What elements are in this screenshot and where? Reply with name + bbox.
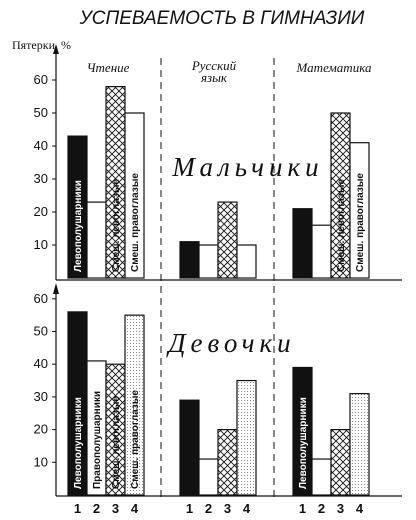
boys-tick-label-50: 50 — [34, 105, 48, 120]
category-label-g2-1: 1 — [186, 501, 193, 516]
group-header-3: Математика — [296, 60, 372, 75]
boys-bar-label-g1-s4: Смеш. правоглазые — [130, 173, 141, 272]
boys-bar-g2-s3 — [217, 201, 238, 279]
y-axis-arrow-girls — [53, 283, 59, 294]
boys-bar-label-g3-s3: Смеш. левоглазые — [336, 179, 347, 272]
boys-tick-label-10: 10 — [34, 237, 48, 252]
group-header-2: Русский язык — [191, 58, 237, 85]
girls-bar-g2-s4 — [236, 379, 257, 496]
boys-tick-label-20: 20 — [34, 204, 48, 219]
category-label-g1-1: 1 — [74, 501, 81, 516]
group-header-1: Чтение — [87, 60, 130, 75]
category-label-g3-1: 1 — [299, 501, 306, 516]
girls-bar-g2-s2 — [198, 458, 219, 496]
boys-panel-label: Мальчики — [171, 152, 323, 182]
girls-bar-g1-s4 — [124, 314, 145, 496]
y-axis-arrow-boys — [53, 44, 59, 54]
boys-bar-g2-s2 — [198, 244, 219, 279]
girls-bar-g3-s2 — [311, 458, 332, 496]
group-header-word: язык — [200, 70, 228, 85]
category-label-g2-2: 2 — [205, 501, 212, 516]
girls-bar-g2-s3 — [217, 429, 238, 496]
girls-tick-label-60: 60 — [34, 291, 48, 306]
girls-bar-g2-s1 — [179, 399, 200, 496]
boys-bar-g3-s4 — [349, 142, 370, 279]
boys-bar-g2-s4 — [236, 244, 257, 279]
category-label-g3-3: 3 — [337, 501, 344, 516]
category-label-g3-2: 2 — [318, 501, 325, 516]
girls-tick-label-10: 10 — [34, 454, 48, 469]
girls-bar-g3-s3 — [330, 429, 351, 496]
boys-bar-label-g1-s3: Смеш. левоглазые — [111, 179, 122, 272]
boys-tick-label-60: 60 — [34, 72, 48, 87]
girls-bar-label-g3-s1: Левополушарники — [298, 397, 309, 489]
girls-bar-label-g1-s3: Смеш. левоглазые — [111, 396, 122, 489]
boys-bar-g1-s4 — [124, 112, 145, 279]
category-label-g1-2: 2 — [93, 501, 100, 516]
group-header-word: Русский — [191, 58, 237, 73]
category-label-g3-4: 4 — [356, 501, 364, 516]
girls-bar-label-g1-s4: Смеш. правоглазые — [130, 390, 141, 489]
boys-bar-g3-s2 — [311, 224, 332, 279]
category-label-g1-4: 4 — [131, 501, 139, 516]
y-axis-label: Пятерки, % — [12, 38, 71, 52]
girls-bar-label-g1-s1: Левополушарники — [73, 397, 84, 489]
category-label-g2-3: 3 — [224, 501, 231, 516]
boys-bar-g3-s1 — [292, 208, 313, 279]
boys-bar-g2-s1 — [179, 241, 200, 279]
girls-bar-label-g1-s2: Правополушарники — [92, 391, 103, 489]
boys-bar-label-g1-s1: Левополушарники — [73, 180, 84, 272]
girls-tick-label-50: 50 — [34, 324, 48, 339]
boys-bar-label-g3-s4: Смеш. правоглазые — [355, 173, 366, 272]
category-label-g2-4: 4 — [243, 501, 251, 516]
boys-tick-label-30: 30 — [34, 171, 48, 186]
girls-tick-label-30: 30 — [34, 389, 48, 404]
girls-tick-label-20: 20 — [34, 422, 48, 437]
boys-bar-g1-s2 — [86, 201, 107, 279]
category-label-g1-3: 3 — [112, 501, 119, 516]
girls-bar-g3-s4 — [349, 393, 370, 496]
girls-tick-label-40: 40 — [34, 356, 48, 371]
girls-panel-label: Девочки — [165, 328, 295, 358]
boys-tick-label-40: 40 — [34, 138, 48, 153]
girls-bar-g3-s1 — [292, 366, 313, 496]
chart-title: УСПЕВАЕМОСТЬ В ГИМНАЗИИ — [79, 8, 365, 29]
